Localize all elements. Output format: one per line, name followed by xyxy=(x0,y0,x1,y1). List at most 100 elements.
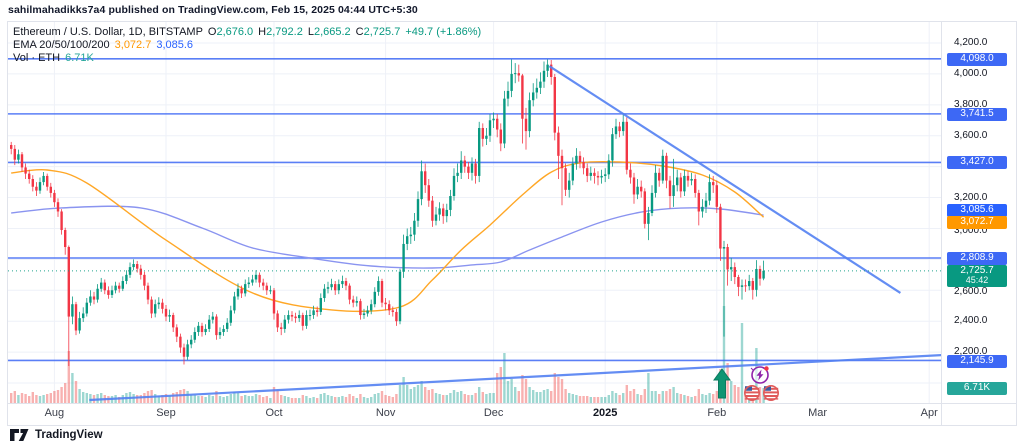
volume-bar xyxy=(352,396,355,403)
time-label: Apr xyxy=(920,407,938,419)
candle-body xyxy=(197,325,200,333)
tradingview-logo[interactable]: TradingView xyxy=(10,429,103,441)
candle-body xyxy=(402,243,405,272)
candle-body xyxy=(409,234,412,237)
candle-body xyxy=(262,282,265,286)
chart-pane[interactable] xyxy=(8,22,963,403)
volume-bar xyxy=(190,395,193,403)
volume-bar xyxy=(208,395,211,403)
volume-bar xyxy=(42,395,45,403)
candle-body xyxy=(452,175,456,197)
volume-bar xyxy=(730,381,733,403)
volume-bar xyxy=(71,373,74,403)
volume-bar xyxy=(85,393,88,403)
volume-bar xyxy=(247,396,250,403)
volume-bar xyxy=(179,390,182,403)
us-flag-emoji-marker[interactable] xyxy=(744,385,760,401)
candle-body xyxy=(442,208,445,217)
volume-bar xyxy=(362,397,366,403)
candle-body xyxy=(611,134,614,161)
candle-body xyxy=(85,302,88,314)
candle-body xyxy=(539,81,542,88)
volume-bar xyxy=(78,389,81,403)
volume-bar xyxy=(427,390,430,403)
candle-body xyxy=(348,285,351,300)
price-level-badge: 2,808.9 xyxy=(947,251,1007,265)
candle-body xyxy=(24,167,27,174)
volume-bar xyxy=(510,379,513,403)
volume-bar xyxy=(38,396,42,403)
candle-body xyxy=(215,316,218,336)
volume-bar xyxy=(377,393,380,403)
candle-body xyxy=(715,185,718,207)
chart-frame-border xyxy=(7,21,1017,426)
candle-body xyxy=(528,100,531,132)
candle-body xyxy=(341,281,344,285)
volume-bar xyxy=(13,391,16,403)
close-value: 2,725.7 xyxy=(363,26,401,38)
volume-bar xyxy=(726,363,729,403)
candle-body xyxy=(146,285,150,300)
volume-bar xyxy=(632,389,636,403)
volume-bar xyxy=(272,387,276,403)
candle-body xyxy=(618,126,621,132)
volume-bar xyxy=(488,393,492,403)
volume-bar xyxy=(287,397,290,403)
volume-bar xyxy=(438,394,441,403)
volume-bar xyxy=(265,396,268,403)
candle-body xyxy=(366,310,369,314)
volume-bar xyxy=(589,397,592,403)
time-label: Nov xyxy=(375,407,396,419)
candle-body xyxy=(600,175,603,178)
volume-bar xyxy=(452,390,456,403)
price-axis[interactable]: 4,200.0 4,000.0 3,800.0 3,600.0 3,200.0 3,000… xyxy=(942,22,1022,426)
candle-body xyxy=(287,315,290,320)
candle-body xyxy=(74,304,78,331)
volume-bar xyxy=(715,391,718,403)
volume-bar xyxy=(737,387,740,403)
volume-bar xyxy=(676,393,679,403)
volume-bar xyxy=(355,398,358,403)
volume-bar xyxy=(665,391,668,403)
ema-line-orange[interactable] xyxy=(11,160,765,313)
candle-body xyxy=(496,118,499,130)
price-tick: 2,200.0 xyxy=(954,346,988,357)
volume-bar xyxy=(535,392,538,403)
candle-body xyxy=(661,155,664,181)
candle-body xyxy=(298,315,301,319)
volume-bar xyxy=(254,394,258,403)
candle-body xyxy=(92,296,96,300)
candle-body xyxy=(564,168,567,190)
trendline-descending-resistance[interactable] xyxy=(548,65,901,294)
volume-bar xyxy=(330,396,333,403)
candle-body xyxy=(755,268,758,290)
lightning-emoji-marker[interactable] xyxy=(750,366,769,384)
candle-body xyxy=(550,64,553,78)
candle-body xyxy=(575,155,578,164)
candle-body xyxy=(247,282,250,285)
ema-label[interactable]: EMA 20/50/100/200 xyxy=(13,39,110,51)
candle-body xyxy=(222,328,225,333)
volume-label[interactable]: Vol · ETH xyxy=(13,52,61,64)
candle-body xyxy=(726,247,729,270)
volume-bar xyxy=(24,394,27,403)
candle-body xyxy=(686,175,690,181)
candle-body xyxy=(658,172,661,181)
us-flag-emoji-marker[interactable] xyxy=(763,385,779,401)
volume-bar xyxy=(517,391,520,403)
candle-body xyxy=(121,281,124,289)
candle-body xyxy=(89,296,92,303)
trendline-ascending-support[interactable] xyxy=(89,354,963,402)
volume-bar xyxy=(280,395,283,403)
up-arrow-marker[interactable] xyxy=(713,368,731,399)
candle-body xyxy=(438,208,441,215)
volume-bar xyxy=(607,395,610,403)
candle-body xyxy=(60,211,63,231)
candle-body xyxy=(244,284,247,294)
symbol-title[interactable]: Ethereum / U.S. Dollar, 1D, BITSTAMP xyxy=(13,26,203,38)
volume-bar xyxy=(233,392,236,403)
candle-body xyxy=(668,180,672,197)
time-axis[interactable]: Aug Sep Oct Nov Dec 2025 Feb Mar Apr xyxy=(0,406,941,422)
volume-bar xyxy=(618,395,621,403)
